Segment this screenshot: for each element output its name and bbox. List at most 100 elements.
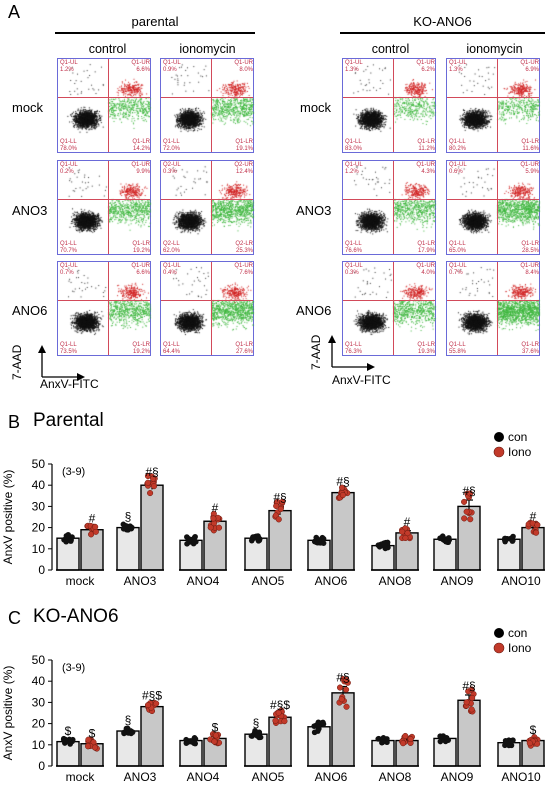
quadrant-label: Q2-LR 25.3% — [229, 241, 253, 255]
quadrant-gate-horizontal — [343, 199, 435, 200]
quadrant-name: Q1-UR — [520, 263, 539, 269]
legend-label-con: con — [508, 626, 527, 640]
quadrant-percent: 7.6% — [239, 270, 253, 276]
quadrant-gate-horizontal — [161, 300, 253, 301]
quadrant-percent: 8.4% — [525, 270, 539, 276]
quadrant-percent: 28.5% — [521, 248, 539, 254]
quadrant-label: Q1-UL 1.2% — [345, 162, 369, 176]
data-point-iono — [402, 534, 409, 542]
data-point-iono — [343, 676, 350, 683]
significance-mark: # — [212, 501, 219, 515]
quadrant-name: Q1-LR — [132, 342, 150, 348]
data-point-con — [509, 538, 516, 544]
quadrant-percent: 19.2% — [132, 248, 150, 254]
chart-annotation: (3-9) — [62, 662, 85, 674]
quadrant-percent: 0.6% — [449, 169, 463, 175]
facs-scatter — [447, 161, 541, 256]
data-point-iono — [468, 706, 475, 713]
quadrant-gate-vertical — [211, 262, 212, 355]
significance-mark: $ — [530, 723, 537, 737]
facs-scatter — [343, 262, 437, 357]
facs-scatter — [161, 262, 255, 357]
row-label-ano3-left: ANO3 — [12, 203, 48, 218]
quadrant-percent: 6.6% — [136, 270, 150, 276]
facs-plot-ano6-0: Q1-UL 0.7% Q1-UR 6.6% Q1-LL 73.5% Q1-LR 19.2% — [57, 261, 152, 357]
data-point-iono — [91, 744, 98, 751]
quadrant-percent: 1.3% — [345, 67, 359, 73]
bar-chart-ko-ano6: AnxV positive (%) 0 10 20 30 40 50 (3-9) conIono… — [1, 626, 545, 784]
quadrant-label: Q1-LL 70.7% — [60, 241, 84, 255]
quadrant-label: Q1-LR 27.6% — [229, 342, 253, 356]
data-point-iono — [275, 516, 282, 523]
quadrant-label: Q1-LL 72.0% — [163, 139, 187, 153]
quadrant-percent: 0.2% — [60, 169, 74, 175]
quadrant-label: Q1-LR 37.6% — [515, 342, 539, 356]
quadrant-percent: 14.2% — [132, 146, 150, 152]
data-point-iono — [461, 515, 468, 522]
quadrant-label: Q1-UL 1.3% — [345, 60, 369, 74]
quadrant-percent: 0.9% — [163, 67, 177, 73]
cond-label-parental-control: control — [88, 42, 127, 56]
data-point-con — [255, 535, 262, 541]
x-axis-label-anxv-left: AnxV-FITC — [40, 377, 99, 391]
quadrant-name: Q1-LL — [345, 241, 362, 247]
significance-mark: #§ — [273, 490, 286, 504]
quadrant-percent: 6.6% — [136, 67, 150, 73]
x-axis-label-anxv-right: AnxV-FITC — [332, 373, 391, 387]
quadrant-name: Q1-LL — [449, 139, 466, 145]
quadrant-gate-vertical — [108, 262, 109, 355]
quadrant-name: Q1-UR — [234, 263, 253, 269]
quadrant-percent: 4.0% — [421, 270, 435, 276]
y-axis-label-7aad-left: 7-AAD — [10, 344, 24, 380]
quadrant-name: Q1-UL — [449, 263, 467, 269]
bar-iono-ano5 — [268, 716, 292, 767]
quadrant-name: Q1-LR — [521, 241, 539, 247]
quadrant-percent: 78.0% — [60, 146, 78, 152]
significance-mark: #§$ — [142, 689, 162, 703]
y-tick-label: 0 — [38, 563, 45, 577]
x-tick-label: ANO6 — [315, 770, 348, 784]
quadrant-gate-vertical — [211, 59, 212, 152]
quadrant-gate-horizontal — [447, 199, 539, 200]
quadrant-name: Q1-LL — [60, 342, 77, 348]
quadrant-gate-horizontal — [447, 300, 539, 301]
quadrant-name: Q1-UR — [520, 162, 539, 168]
x-tick-label: ANO9 — [441, 574, 474, 588]
data-point-con — [191, 734, 198, 741]
significance-mark: # — [89, 512, 96, 526]
quadrant-percent: 9.9% — [136, 169, 150, 175]
data-point-con — [439, 533, 446, 539]
quadrant-name: Q1-LR — [521, 139, 539, 145]
quadrant-label: Q1-LL 64.4% — [163, 342, 187, 356]
axis-arrows-left — [38, 345, 85, 381]
quadrant-percent: 64.4% — [163, 349, 181, 355]
quadrant-percent: 65.0% — [449, 248, 467, 254]
data-point-iono — [272, 717, 279, 724]
bar-iono-ano3 — [140, 705, 164, 767]
facs-scatter — [161, 59, 255, 154]
quadrant-label: Q1-UR 5.9% — [515, 162, 539, 176]
quadrant-percent: 11.6% — [522, 146, 539, 152]
bar-iono-ano6 — [331, 692, 355, 767]
data-point-iono — [207, 524, 214, 531]
bar-iono-ano3 — [140, 484, 164, 571]
row-label-mock-right: mock — [300, 100, 332, 115]
quadrant-percent: 0.3% — [163, 169, 177, 175]
quadrant-percent: 6.9% — [525, 67, 539, 73]
quadrant-label: Q1-UL 0.7% — [449, 263, 473, 277]
x-tick-label: ANO3 — [124, 770, 157, 784]
data-point-iono — [526, 740, 533, 747]
row-label-ano3-right: ANO3 — [296, 203, 332, 218]
group-title-ko-ano6: KO-ANO6 — [413, 14, 472, 29]
quadrant-label: Q1-UL 0.7% — [60, 263, 84, 277]
quadrant-label: Q1-UL 0.6% — [449, 162, 473, 176]
data-point-con — [120, 526, 127, 532]
data-point-con — [504, 536, 511, 542]
quadrant-label: Q1-LL 76.6% — [345, 241, 369, 255]
significance-mark: $ — [212, 720, 219, 734]
bar-iono-ano6 — [331, 491, 355, 571]
data-point-con — [445, 535, 452, 541]
data-point-iono — [343, 703, 350, 710]
data-point-con — [254, 732, 261, 739]
bar-con-ano3 — [116, 730, 140, 767]
